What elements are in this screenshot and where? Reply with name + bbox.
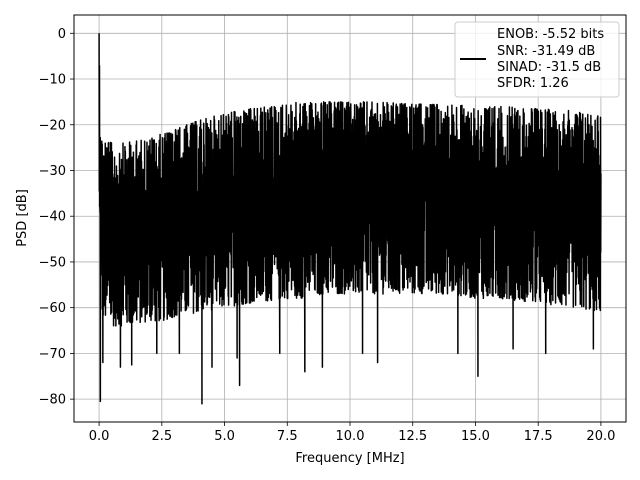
y-tick-label: −30 <box>39 164 66 179</box>
x-tick-label: 2.5 <box>151 429 172 444</box>
series-psd <box>98 33 602 405</box>
y-tick-label: −80 <box>39 393 66 408</box>
y-tick-label: −40 <box>39 210 66 225</box>
y-tick-label: −10 <box>39 73 66 88</box>
y-axis-title: PSD [dB] <box>15 189 30 247</box>
legend: ENOB: -5.52 bits SNR: -31.49 dB SINAD: -… <box>454 21 620 98</box>
x-tick-label: 17.5 <box>524 429 553 444</box>
x-tick-label: 0.0 <box>89 429 110 444</box>
legend-line-sinad: SINAD: -31.5 dB <box>497 60 601 75</box>
legend-box <box>454 21 620 98</box>
y-tick-label: 0 <box>58 27 66 42</box>
x-axis-title: Frequency [MHz] <box>295 451 404 466</box>
x-tick-label: 12.5 <box>398 429 427 444</box>
legend-line-snr: SNR: -31.49 dB <box>497 44 595 59</box>
x-tick-label: 5.0 <box>214 429 235 444</box>
x-tick-label: 20.0 <box>586 429 615 444</box>
psd-trace <box>98 33 602 405</box>
x-axis-ticks: 0.0 2.5 5.0 7.5 10.0 12.5 15.0 17.5 20.0 <box>89 422 615 444</box>
x-tick-label: 7.5 <box>277 429 298 444</box>
y-tick-label: −60 <box>39 301 66 316</box>
x-tick-label: 10.0 <box>336 429 365 444</box>
y-tick-label: −50 <box>39 255 66 270</box>
y-tick-label: −70 <box>39 347 66 362</box>
legend-line-enob: ENOB: -5.52 bits <box>497 27 604 42</box>
x-tick-label: 15.0 <box>461 429 490 444</box>
legend-line-sfdr: SFDR: 1.26 <box>497 76 569 91</box>
y-tick-label: −20 <box>39 118 66 133</box>
y-axis-ticks: 0 −10 −20 −30 −40 −50 −60 −70 −80 <box>39 27 74 408</box>
